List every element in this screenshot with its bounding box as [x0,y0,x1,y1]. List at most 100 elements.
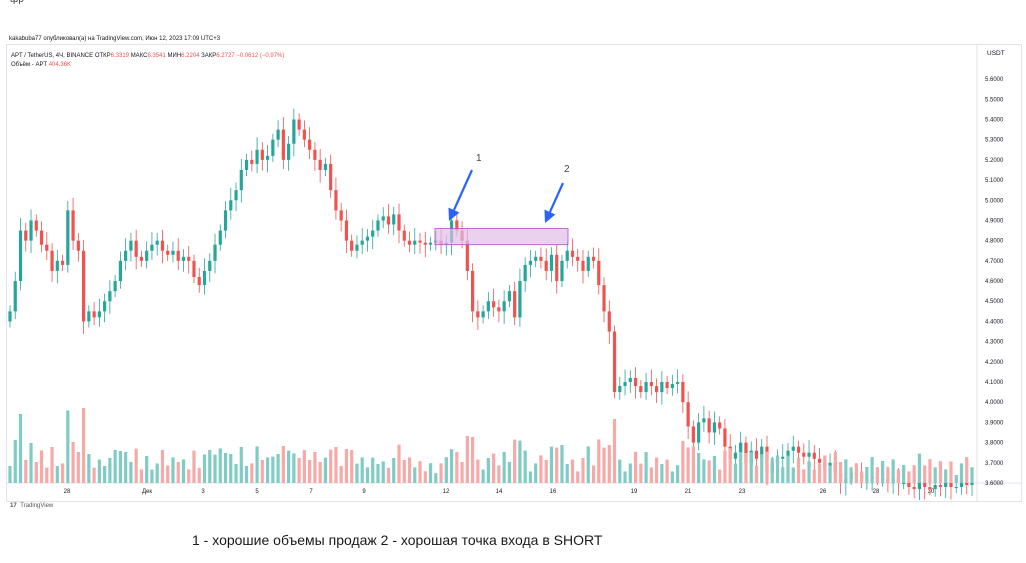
candle-body [360,240,364,245]
x-tick-label: 7 [309,489,313,495]
candle-body [518,281,522,318]
candle-body [670,384,674,389]
volume-bar [786,455,790,483]
volume-bar [602,447,606,483]
candle-body [287,143,291,160]
candle-body [145,250,149,261]
volume-bar [781,467,785,483]
volume-bar [702,459,706,483]
volume-bar [581,458,585,483]
volume-bar [965,457,969,483]
candle-body [381,216,385,221]
candle-body [486,301,490,312]
candle-body [376,220,380,231]
volume-bar [670,471,674,483]
candle-body [8,311,12,322]
volume-bar [907,471,911,483]
candle-body [455,220,459,231]
volume-bar [260,460,264,483]
close-label: ЗАКР [201,53,216,59]
candle-body [733,452,738,459]
candle-body [676,382,680,385]
volume-bar [444,457,448,483]
candle-body [139,256,144,261]
candle-body [591,256,596,261]
y-tick-label: 4.4000 [985,319,1004,325]
volume-bar [849,467,853,483]
low-value: 6.2204 [181,53,201,59]
annotation-label-2: 2 [564,164,570,175]
volume-bar [181,459,186,483]
candle-body [323,163,328,170]
candle-body [371,230,375,237]
candle-body [92,311,96,318]
volume-bar [292,453,296,483]
volume-bar [50,447,54,483]
candle-body [807,452,811,457]
candle-body [907,483,911,488]
volume-bar [29,443,33,483]
candle-body [712,422,717,433]
candle-body [665,382,669,389]
x-tick-label: 9 [362,489,366,495]
volume-bar [597,439,601,483]
candle-body [45,244,49,251]
volume-bar [802,469,806,483]
volume-bar [265,457,270,483]
volume-bar [150,469,154,483]
volume-bar [828,465,832,483]
candle-body [118,260,122,282]
volume-bar [239,447,243,483]
candle-body [24,230,28,241]
volume-bar [418,461,422,483]
candle-body [39,230,44,245]
candlestick-chart[interactable]: USDT 5.6000 5.5000 5.4000 5.3000 5.2000 5.1000… [7,45,1021,501]
candle-body [754,450,759,459]
volume-bar [223,453,228,483]
volume-bar [386,467,391,483]
volume-bar [313,452,317,483]
candle-body [150,244,154,251]
candle-body [71,210,75,241]
arrow-2-head [544,209,556,223]
candle-body [329,163,333,191]
candle-body [602,285,606,312]
arrow-1[interactable] [448,169,474,221]
volume-bar [507,462,511,483]
candle-body [507,291,511,302]
volume-bar [775,455,780,483]
volume-bar [250,463,254,483]
volume-bar [392,458,396,483]
volume-bar [8,466,12,483]
candle-body [949,483,953,488]
volume-bar [371,457,375,483]
candle-body [570,250,575,257]
volume-bar [586,446,590,483]
volume-bar [691,446,695,483]
top-partial-text: фр [10,0,24,5]
y-tick-label: 4.1000 [985,380,1004,386]
volume-bar [539,455,543,483]
highlight-zone-rectangle[interactable] [434,228,569,246]
x-tick-label: 28 [64,489,71,495]
arrow-2-shaft [548,182,565,213]
volume-bar [733,463,738,483]
candle-body [555,254,559,282]
volume-bar [660,464,664,483]
candle-body [423,242,427,245]
y-tick-label: 5.3000 [985,138,1004,144]
candle-body [760,446,764,459]
volume-bar [749,452,753,483]
candle-body [108,291,112,302]
volume-bar [45,467,49,483]
arrow-2[interactable] [544,182,565,223]
candle-body [160,240,165,251]
candle-body [623,382,627,387]
volume-bar [949,461,953,483]
volume-bar [255,446,259,483]
volume-bar [523,450,527,483]
y-tick-label: 4.5000 [985,299,1004,305]
candle-body [18,230,23,282]
volume-bar [355,463,359,483]
volume-bar [166,465,170,483]
